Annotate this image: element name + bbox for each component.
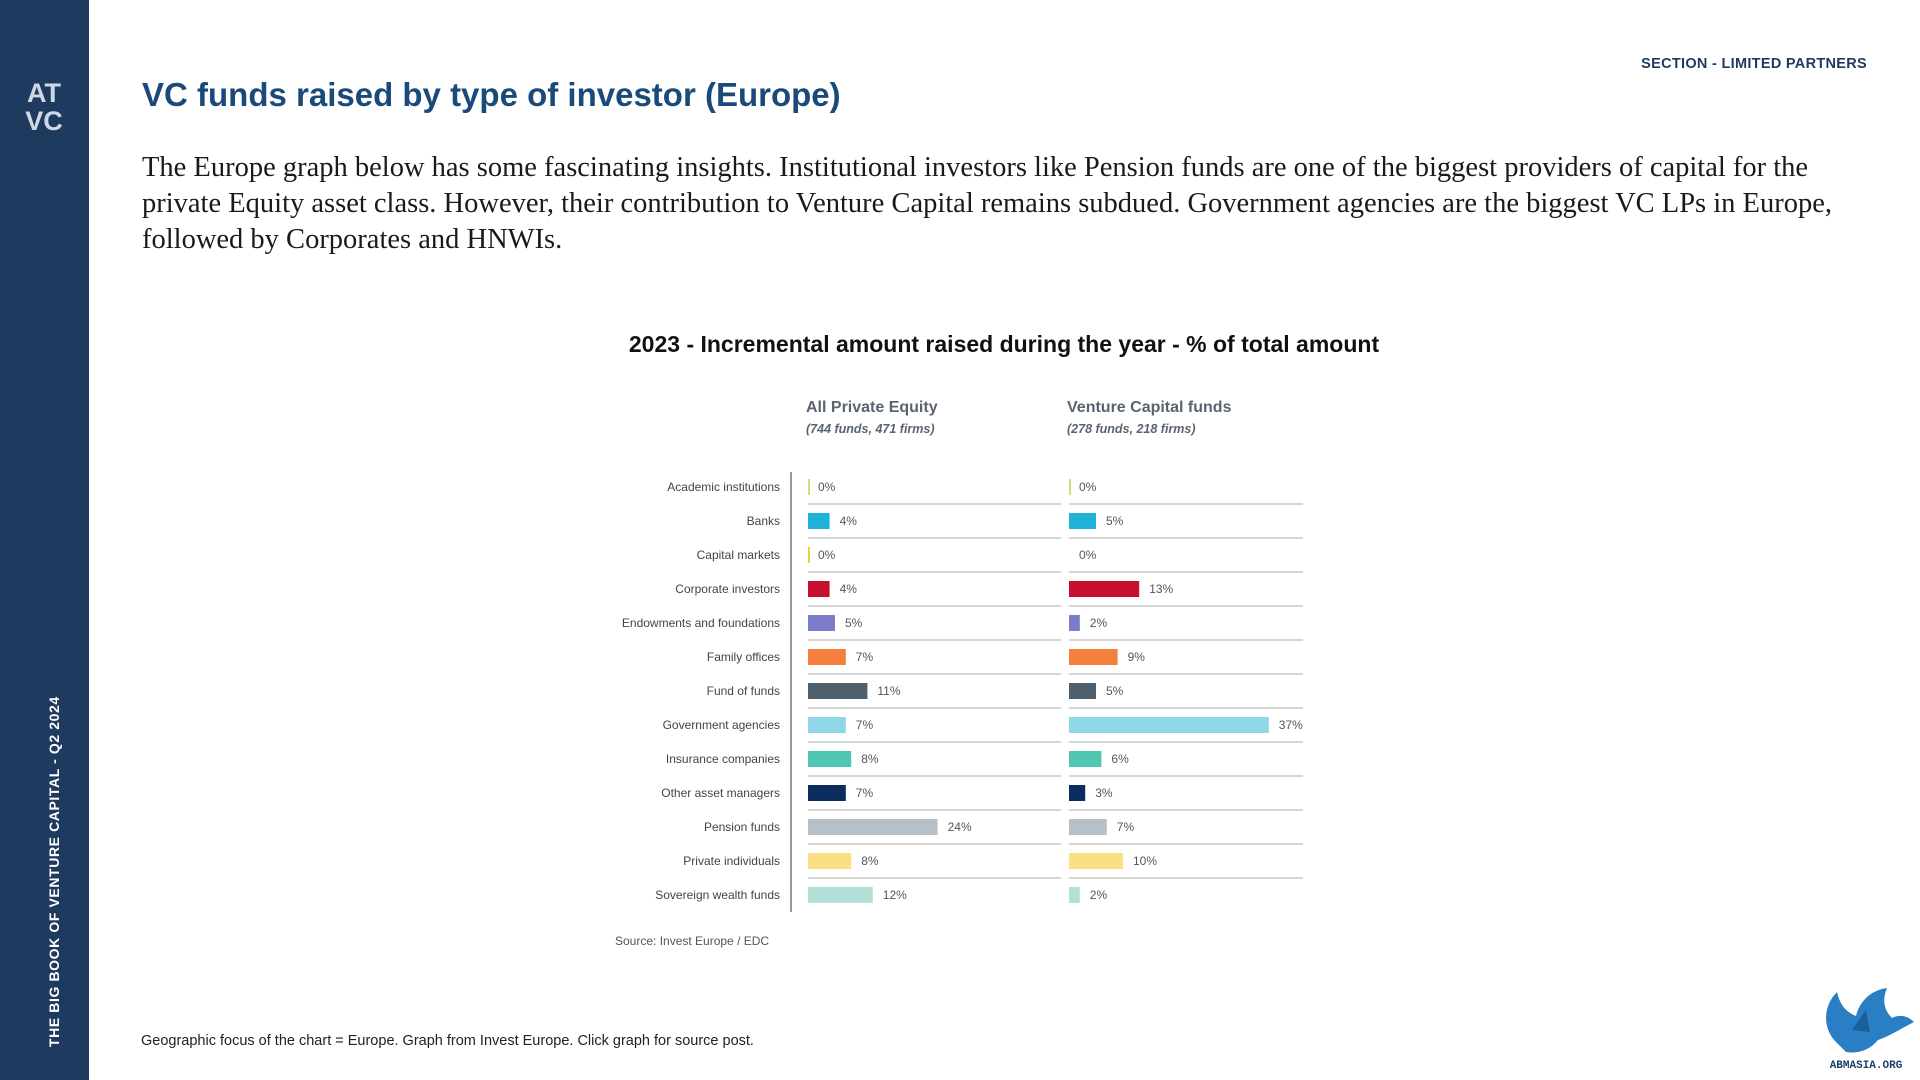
bar [1069, 649, 1118, 665]
category-label: Corporate investors [675, 582, 780, 596]
bar [1069, 717, 1269, 733]
footnote: Geographic focus of the chart = Europe. … [141, 1033, 754, 1049]
data-label: 0% [1079, 480, 1097, 494]
bar [808, 581, 830, 597]
atvc-logo-icon: AT VC [25, 78, 63, 134]
data-label: 5% [1106, 514, 1124, 528]
category-label: Sovereign wealth funds [655, 888, 780, 902]
category-label: Endowments and foundations [622, 616, 780, 630]
data-label: 7% [856, 786, 874, 800]
bar [808, 819, 938, 835]
data-label: 4% [840, 582, 858, 596]
bar [808, 615, 835, 631]
chart-title: 2023 - Incremental amount raised during … [628, 331, 1380, 357]
abmasia-watermark-icon: ABMASIA.ORG [1826, 988, 1914, 1072]
data-label: 2% [1090, 888, 1108, 902]
bar [1069, 751, 1102, 767]
bar [1069, 581, 1140, 597]
bar [808, 887, 873, 903]
watermark-text: ABMASIA.ORG [1830, 1060, 1903, 1072]
bar [808, 479, 810, 495]
data-label: 13% [1149, 582, 1173, 596]
series-subtitle: (744 funds, 471 firms) [806, 422, 935, 436]
data-label: 0% [1079, 548, 1097, 562]
bar [808, 547, 810, 563]
category-label: Government agencies [663, 718, 780, 732]
source-label: Source: Invest Europe / EDC [615, 934, 769, 948]
category-label: Banks [747, 514, 780, 528]
data-label: 7% [856, 650, 874, 664]
page-title: VC funds raised by type of investor (Eur… [142, 76, 841, 113]
category-label: Pension funds [704, 820, 780, 834]
category-label: Family offices [707, 650, 780, 664]
svg-text:AT: AT [27, 78, 61, 108]
data-label: 0% [818, 548, 836, 562]
data-label: 5% [1106, 684, 1124, 698]
category-label: Other asset managers [661, 786, 780, 800]
series-header: All Private Equity [806, 399, 938, 416]
category-label: Academic institutions [667, 480, 780, 494]
data-label: 12% [883, 888, 907, 902]
bar [1069, 819, 1107, 835]
data-label: 6% [1111, 752, 1129, 766]
data-label: 3% [1095, 786, 1113, 800]
bar [1069, 479, 1071, 495]
bar [808, 751, 852, 767]
bar [1069, 683, 1096, 699]
data-label: 5% [845, 616, 863, 630]
data-label: 11% [877, 684, 900, 698]
bar [808, 649, 846, 665]
data-label: 8% [861, 854, 879, 868]
data-label: 24% [948, 820, 972, 834]
data-label: 7% [1117, 820, 1135, 834]
data-label: 2% [1090, 616, 1108, 630]
bar-chart[interactable]: All Private Equity (744 funds, 471 firms)… [600, 390, 1320, 960]
data-label: 4% [840, 514, 858, 528]
bar [1069, 615, 1080, 631]
book-title-vertical: THE BIG BOOK OF VENTURE CAPITAL - Q2 202… [46, 696, 62, 1047]
data-label: 10% [1133, 854, 1157, 868]
bar [1069, 853, 1123, 869]
intro-paragraph: The Europe graph below has some fascinat… [142, 152, 1832, 255]
bar [1069, 887, 1080, 903]
bar [1069, 785, 1086, 801]
series-subtitle: (278 funds, 218 firms) [1067, 422, 1196, 436]
data-label: 8% [861, 752, 879, 766]
bar [808, 785, 846, 801]
data-label: 37% [1279, 718, 1303, 732]
data-label: 0% [818, 480, 836, 494]
bar [808, 683, 868, 699]
category-label: Fund of funds [707, 684, 780, 698]
category-label: Capital markets [697, 548, 780, 562]
sidebar: AT VC THE BIG BOOK OF VENTURE CAPITAL - … [0, 0, 89, 1080]
data-label: 9% [1128, 650, 1146, 664]
bar [808, 853, 852, 869]
category-label: Private individuals [683, 854, 780, 868]
section-label: SECTION - LIMITED PARTNERS [1641, 56, 1867, 72]
bar [808, 513, 830, 529]
svg-text:VC: VC [25, 106, 63, 134]
category-label: Insurance companies [666, 752, 780, 766]
data-label: 7% [856, 718, 874, 732]
series-header: Venture Capital funds [1067, 399, 1232, 416]
bar [808, 717, 846, 733]
bar [1069, 513, 1096, 529]
